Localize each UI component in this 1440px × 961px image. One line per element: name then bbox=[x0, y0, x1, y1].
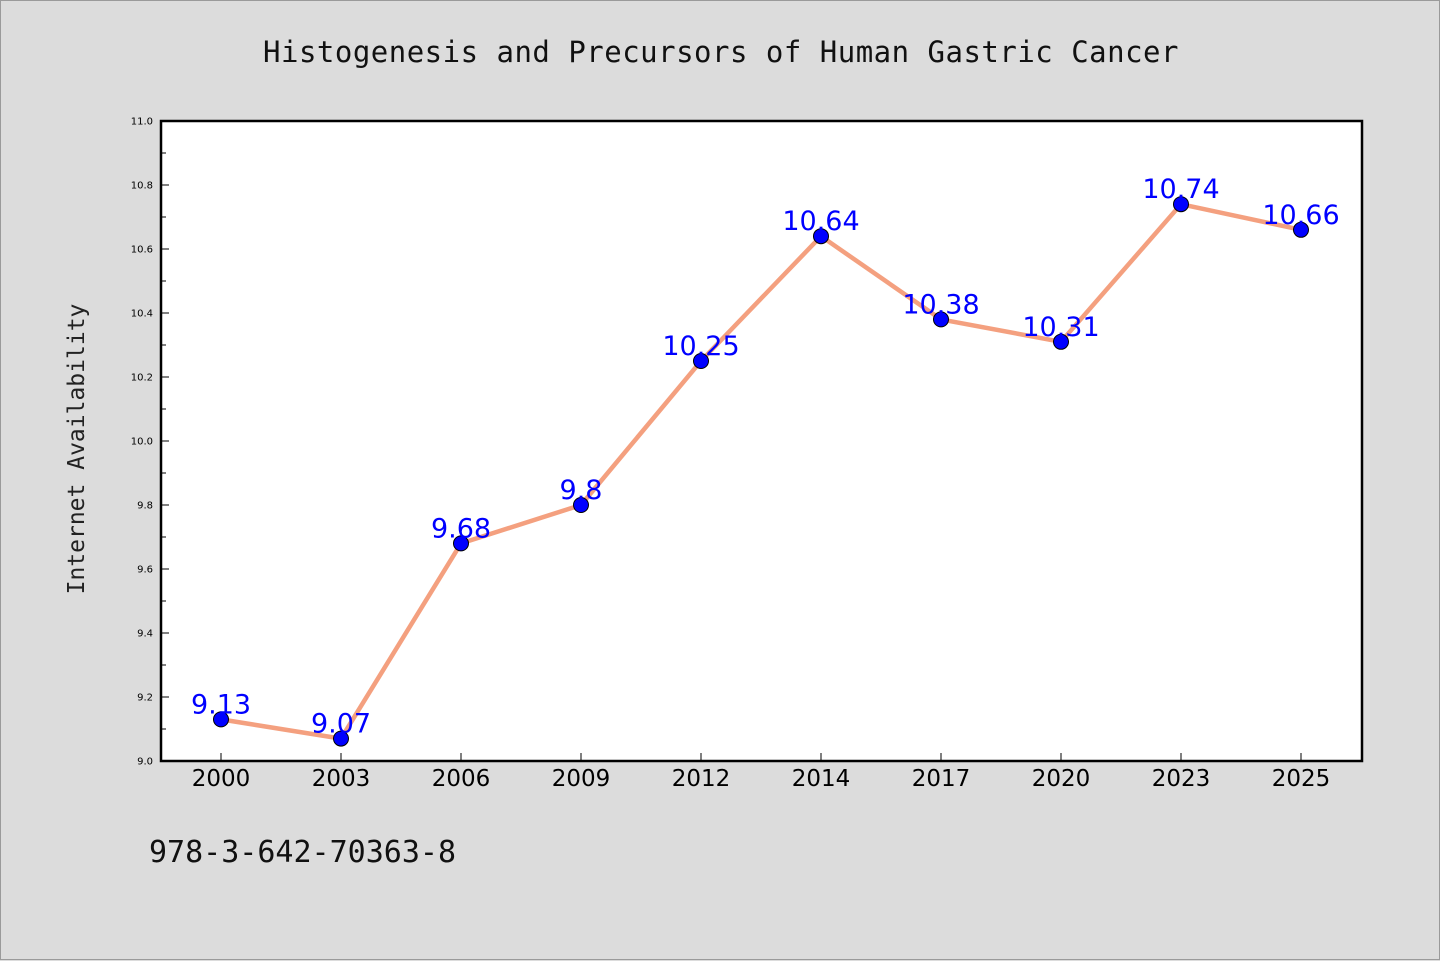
data-label: 9.8 bbox=[560, 475, 603, 506]
y-tick-label: 11.0 bbox=[131, 117, 153, 128]
data-label: 10.64 bbox=[782, 206, 859, 237]
x-tick-label: 2017 bbox=[912, 766, 971, 792]
data-point bbox=[933, 311, 949, 328]
data-point bbox=[573, 497, 589, 513]
x-tick-label: 2009 bbox=[552, 766, 611, 792]
data-point bbox=[213, 711, 229, 728]
data-point bbox=[1053, 333, 1069, 350]
x-tick-label: 2003 bbox=[312, 766, 371, 792]
x-tick-label: 2006 bbox=[432, 766, 491, 792]
data-point bbox=[453, 535, 469, 552]
data-label: 10.31 bbox=[1022, 312, 1099, 343]
y-tick-label: 9.2 bbox=[137, 693, 153, 704]
data-label: 10.25 bbox=[662, 331, 739, 362]
chart-title: Histogenesis and Precursors of Human Gas… bbox=[263, 35, 1179, 69]
data-point bbox=[693, 353, 709, 369]
data-label: 10.66 bbox=[1262, 200, 1339, 231]
x-tick-label: 2014 bbox=[792, 766, 851, 792]
data-point bbox=[1173, 196, 1189, 213]
data-point bbox=[333, 730, 349, 747]
footer-isbn: 978-3-642-70363-8 bbox=[149, 835, 457, 870]
plot-frame bbox=[159, 119, 1364, 763]
y-tick-label: 9.8 bbox=[137, 501, 153, 512]
y-tick-label: 9.6 bbox=[137, 565, 153, 576]
x-tick-label: 2023 bbox=[1152, 766, 1211, 792]
y-tick-label: 10.2 bbox=[131, 373, 153, 384]
x-tick-label: 2020 bbox=[1032, 766, 1091, 792]
data-label: 9.13 bbox=[191, 689, 251, 720]
data-label: 10.74 bbox=[1142, 174, 1219, 205]
y-tick-label: 10.8 bbox=[131, 181, 153, 192]
y-tick-label: 10.4 bbox=[131, 309, 153, 320]
data-label: 9.07 bbox=[311, 709, 371, 740]
y-tick-label: 10.0 bbox=[131, 437, 153, 448]
data-point bbox=[813, 228, 829, 245]
series-line bbox=[218, 201, 1304, 741]
data-label: 9.68 bbox=[431, 513, 491, 544]
x-tick-label: 2012 bbox=[672, 766, 731, 792]
x-tick-label: 2000 bbox=[192, 766, 251, 792]
data-point bbox=[1293, 221, 1309, 238]
data-label: 10.38 bbox=[902, 289, 979, 320]
y-tick-label: 10.6 bbox=[131, 245, 153, 256]
x-tick-label: 2025 bbox=[1272, 766, 1331, 792]
y-tick-label: 9.0 bbox=[137, 757, 153, 768]
y-tick-label: 9.4 bbox=[137, 629, 153, 640]
